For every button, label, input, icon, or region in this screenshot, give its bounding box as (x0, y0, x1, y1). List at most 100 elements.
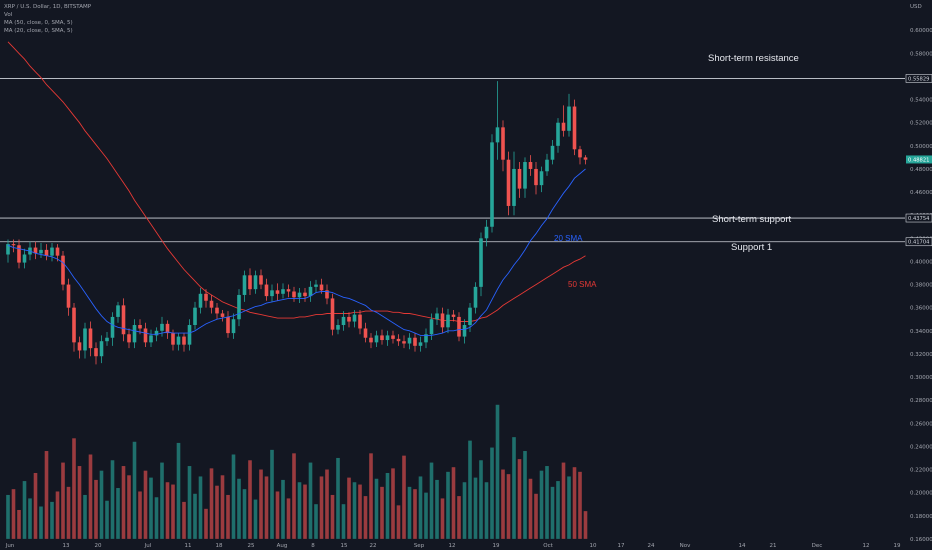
candle-body (39, 249, 43, 254)
volume-bar (484, 482, 489, 539)
candle-body (231, 319, 236, 334)
candle-body (94, 348, 98, 357)
volume-bar (297, 482, 302, 539)
volume-bar (341, 504, 346, 539)
candle-body (193, 307, 197, 326)
candle-body (55, 247, 60, 256)
candle-body (534, 168, 538, 186)
volume-bar (33, 472, 38, 539)
volume-bar (446, 471, 450, 539)
candle-body (132, 325, 137, 343)
x-tick-label: Dec (812, 543, 823, 549)
volume-bar (314, 504, 318, 539)
volume-bar (88, 454, 93, 539)
volume-bar (523, 451, 527, 539)
x-tick-label: Oct (543, 543, 553, 549)
candle-body (457, 316, 461, 337)
volume-bar (187, 466, 192, 539)
volume-bar (209, 468, 214, 539)
level-price-tag (905, 213, 932, 223)
x-tick-label: 21 (770, 543, 777, 549)
volume-bar (6, 494, 10, 539)
x-tick-label: 17 (618, 543, 625, 549)
volume-bar (127, 475, 131, 539)
candle-body (578, 149, 582, 158)
level-price-tag (905, 74, 932, 83)
candle-body (6, 244, 10, 255)
volume-bar (138, 491, 142, 539)
candle-body (561, 122, 566, 131)
candle-body (66, 284, 71, 308)
candle-body (105, 337, 109, 342)
candle-body (303, 292, 307, 297)
candle-body (550, 145, 555, 160)
volume-bar (539, 470, 544, 539)
volume-bar (248, 460, 252, 539)
volume-bar (160, 462, 164, 539)
x-tick-label: 19 (894, 543, 901, 549)
volume-bar (50, 501, 54, 539)
volume-bar (358, 484, 362, 539)
candle-body (50, 247, 54, 256)
volume-bar (451, 467, 456, 539)
candle-body (248, 275, 252, 290)
x-tick-label: 13 (63, 543, 70, 549)
y-tick-label: 0.48000 (910, 167, 932, 173)
volume-bar (567, 476, 571, 539)
volume-bar (363, 496, 368, 539)
candle-body (99, 341, 104, 357)
volume-bar (77, 466, 82, 539)
candle-body (281, 289, 285, 294)
volume-bar (94, 479, 98, 539)
volume-bar (512, 437, 516, 539)
volume-bar (528, 478, 533, 539)
candle-body (88, 328, 93, 349)
candle-body (204, 293, 208, 301)
time-axis: Jun 13 20 Jul 11 18 25 Aug 8 15 22 Sep 12 19 Oct 10 17 24… (5, 543, 901, 549)
volume-bar (275, 491, 280, 539)
volume-bar (226, 494, 230, 539)
x-tick-label: 12 (863, 543, 870, 549)
volume-bar (286, 498, 291, 539)
symbol-label: XRP / U.S. Dollar, 1D, BITSTAMP (4, 4, 92, 10)
candle-body (143, 328, 148, 343)
volume-bar (22, 481, 27, 539)
volume-bar (369, 453, 373, 539)
x-tick-label: Jun (5, 543, 15, 549)
y-tick-label: 0.52000 (910, 121, 932, 127)
y-tick-label: 0.28000 (910, 398, 932, 404)
ma20-label: MA (20, close, 0, SMA, 5) (4, 28, 73, 34)
volume-bar (490, 447, 494, 539)
candle-body (270, 290, 274, 297)
candle-body (116, 305, 120, 317)
volume-bar (556, 481, 560, 539)
volume-bar (319, 476, 324, 539)
candle-body (209, 300, 214, 308)
sma20-annotation: 20 SMA (554, 234, 583, 243)
candle-body (11, 244, 16, 246)
candle-body (325, 290, 329, 299)
volume-bar (506, 474, 511, 539)
horizontal-levels (0, 78, 905, 243)
x-tick-label: 20 (95, 543, 102, 549)
candle-body (358, 314, 362, 329)
candle-body (528, 162, 533, 169)
volume-bar (44, 451, 49, 539)
candle-body (44, 249, 49, 256)
candle-body (523, 162, 527, 189)
y-tick-label: 0.38000 (910, 283, 932, 289)
candle-body (297, 292, 302, 298)
y-tick-label: 0.36000 (910, 306, 932, 312)
short-term-support-annotation: Short-term support (712, 214, 792, 225)
volume-bar (176, 442, 181, 539)
volume-bar (561, 462, 566, 539)
candle-body (176, 336, 181, 345)
volume-bar (11, 489, 16, 539)
candle-body (149, 335, 153, 343)
x-tick-label: Aug (277, 543, 288, 549)
volume-bar (517, 459, 522, 539)
candle-body (451, 314, 456, 317)
candle-body (77, 342, 82, 351)
y-tick-label: 0.18000 (910, 514, 932, 520)
